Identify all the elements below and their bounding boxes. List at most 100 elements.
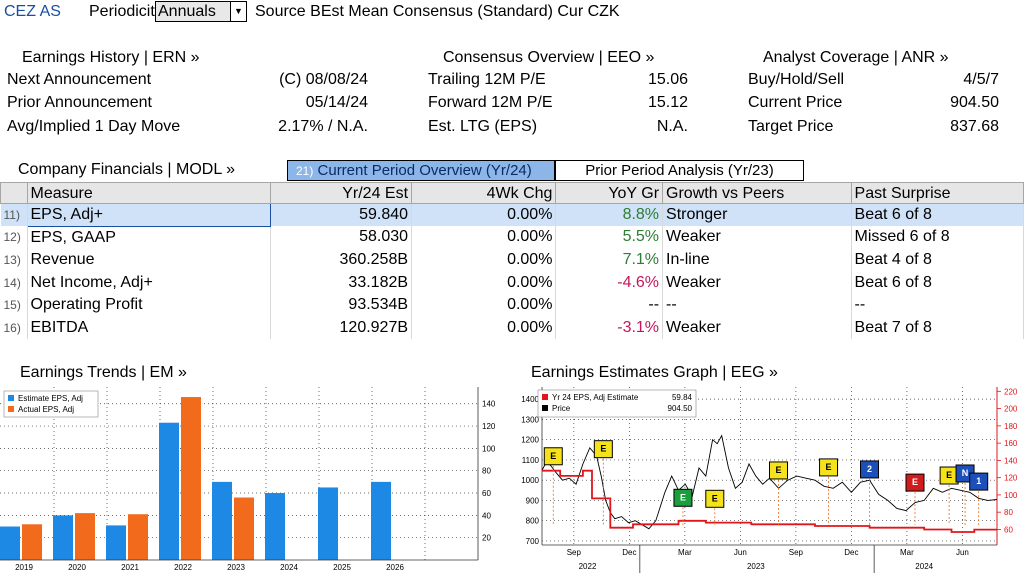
target-price-label: Target Price — [748, 118, 834, 135]
x-tick-label: Mar — [900, 548, 914, 557]
surprise-cell: Beat 4 of 8 — [851, 248, 1024, 272]
peers-cell: In-line — [662, 248, 852, 272]
bar-estimate-2019[interactable] — [0, 526, 20, 560]
bar-actual-2020[interactable] — [75, 513, 95, 560]
y-tick-label: 120 — [482, 422, 496, 431]
bar-estimate-2020[interactable] — [53, 515, 73, 560]
bar-estimate-2024[interactable] — [265, 493, 285, 560]
bar-estimate-2025[interactable] — [318, 487, 338, 560]
est-ltg-value: N.A. — [656, 118, 688, 135]
avg-implied-move-value: 2.17% / N.A. — [278, 118, 368, 135]
event-badge-label: E — [712, 493, 718, 503]
est-cell: 360.258B — [270, 248, 413, 272]
trailing-pe-value: 15.06 — [647, 71, 688, 88]
tab-number: 21) — [296, 164, 314, 178]
right-y-tick-label: 60 — [1004, 525, 1013, 534]
bar-estimate-2022[interactable] — [159, 422, 179, 560]
event-badge-5[interactable] — [819, 458, 839, 477]
left-y-tick-label: 1300 — [521, 415, 539, 424]
table-row[interactable]: 15) Operating Profit 93.534B 0.00% -- --… — [0, 293, 1024, 317]
table-row[interactable]: 14) Net Income, Adj+ 33.182B 0.00% -4.6%… — [0, 271, 1024, 294]
column-header-chg[interactable]: 4Wk Chg — [411, 182, 557, 204]
chevron-down-icon[interactable]: ▼ — [230, 2, 246, 21]
next-announcement-value: (C) 08/08/24 — [279, 71, 368, 88]
table-row[interactable]: 11) EPS, Adj+ 59.840 0.00% 8.8% Stronger… — [0, 203, 1024, 227]
measure-cell[interactable]: Revenue — [27, 248, 271, 272]
est-ltg-label: Est. LTG (EPS) — [428, 118, 538, 135]
event-badge-1[interactable] — [593, 440, 613, 459]
bar-actual-2023[interactable] — [234, 497, 254, 560]
yoy-cell: -3.1% — [555, 316, 664, 340]
event-badge-2[interactable] — [673, 488, 693, 507]
measure-cell[interactable]: Net Income, Adj+ — [27, 271, 271, 294]
table-header-row: Measure Yr/24 Est 4Wk Chg YoY Gr Growth … — [0, 182, 1024, 204]
peers-cell: Stronger — [662, 203, 852, 227]
table-row[interactable]: 16) EBITDA 120.927B 0.00% -3.1% Weaker B… — [0, 316, 1024, 340]
column-header-measure[interactable]: Measure — [26, 182, 271, 204]
company-financials-title[interactable]: Company Financials | MODL » — [18, 161, 235, 178]
column-header-est[interactable]: Yr/24 Est — [269, 182, 413, 204]
tab-prior-period[interactable]: Prior Period Analysis (Yr/23) — [555, 160, 804, 181]
event-badge-10[interactable] — [969, 472, 989, 491]
left-y-tick-label: 1400 — [521, 395, 539, 404]
estimate-line[interactable] — [542, 469, 997, 533]
earnings-trends-title[interactable]: Earnings Trends | EM » — [20, 364, 187, 381]
bar-actual-2021[interactable] — [128, 514, 148, 560]
x-tick-label: Sep — [567, 548, 582, 557]
table-row[interactable]: 13) Revenue 360.258B 0.00% 7.1% In-line … — [0, 248, 1024, 272]
legend-box — [537, 389, 697, 418]
event-badge-0[interactable] — [543, 447, 563, 466]
buy-hold-sell-label: Buy/Hold/Sell — [748, 71, 845, 88]
event-badge-6[interactable] — [860, 460, 879, 479]
column-header-surprise[interactable]: Past Surprise — [850, 182, 1024, 204]
bar-estimate-2023[interactable] — [212, 481, 232, 560]
bar-actual-2022[interactable] — [181, 397, 201, 560]
x-year-label: 2024 — [915, 562, 933, 571]
tab-current-period[interactable]: 21) Current Period Overview (Yr/24) — [287, 160, 555, 181]
analyst-coverage-title[interactable]: Analyst Coverage | ANR » — [763, 49, 949, 66]
surprise-cell: Beat 6 of 8 — [851, 271, 1024, 294]
peers-cell: Weaker — [662, 316, 852, 340]
right-y-tick-label: 180 — [1004, 422, 1018, 431]
x-tick-label: Jun — [956, 548, 969, 557]
est-cell: 58.030 — [270, 226, 413, 249]
bar-actual-2019[interactable] — [22, 524, 42, 560]
top-bar: CEZ AS Periodicity Annuals ▼ Source BEst… — [0, 0, 1024, 24]
row-index: 13) — [3, 252, 21, 267]
bar-estimate-2026[interactable] — [371, 481, 391, 560]
earnings-trends-chart[interactable]: 20 40 60 80 100 120 140 2019 2020 2021 2022 2023 202… — [0, 385, 500, 574]
event-badge-7[interactable] — [905, 473, 925, 492]
column-header-peers[interactable]: Growth vs Peers — [662, 182, 852, 204]
periodicity-label: Periodicity — [89, 3, 163, 20]
table-row[interactable]: 12) EPS, GAAP 58.030 0.00% 5.5% Weaker M… — [0, 226, 1024, 249]
peers-cell: Weaker — [662, 271, 852, 294]
ticker-label[interactable]: CEZ AS — [4, 3, 61, 20]
earnings-estimates-title[interactable]: Earnings Estimates Graph | EEG » — [531, 364, 778, 381]
earnings-estimates-chart[interactable]: 7008009001000110012001300140060801001201… — [510, 385, 1024, 574]
x-tick-label: Mar — [678, 548, 692, 557]
yoy-cell: 7.1% — [555, 248, 664, 272]
surprise-cell: Missed 6 of 8 — [851, 226, 1024, 249]
event-badge-label: E — [946, 470, 952, 480]
bar-estimate-2021[interactable] — [106, 525, 126, 560]
earnings-history-title[interactable]: Earnings History | ERN » — [22, 49, 200, 66]
measure-cell[interactable]: EPS, GAAP — [27, 226, 271, 249]
consensus-overview-title[interactable]: Consensus Overview | EEO » — [443, 49, 655, 66]
chg-cell: 0.00% — [411, 203, 557, 227]
legend-label-estimate: Yr 24 EPS, Adj Estimate — [552, 393, 639, 402]
measure-cell[interactable]: EPS, Adj+ — [26, 203, 271, 227]
x-tick-label: 2025 — [333, 563, 351, 572]
event-badge-label: E — [680, 492, 686, 502]
surprise-cell: Beat 6 of 8 — [851, 203, 1024, 227]
column-header-yoy[interactable]: YoY Gr — [555, 182, 664, 204]
event-badge-label: N — [962, 468, 969, 478]
tab-label: Prior Period Analysis (Yr/23) — [585, 162, 774, 179]
column-header-idx — [0, 182, 28, 204]
measure-cell[interactable]: Operating Profit — [27, 293, 271, 317]
measure-cell[interactable]: EBITDA — [27, 316, 271, 340]
periodicity-select[interactable]: Annuals ▼ — [155, 1, 247, 22]
price-line[interactable] — [541, 434, 998, 530]
bar-legend: Estimate EPS, Adj Actual EPS, Adj — [3, 390, 99, 418]
event-badge-3[interactable] — [705, 489, 725, 508]
event-badge-4[interactable] — [769, 461, 788, 480]
